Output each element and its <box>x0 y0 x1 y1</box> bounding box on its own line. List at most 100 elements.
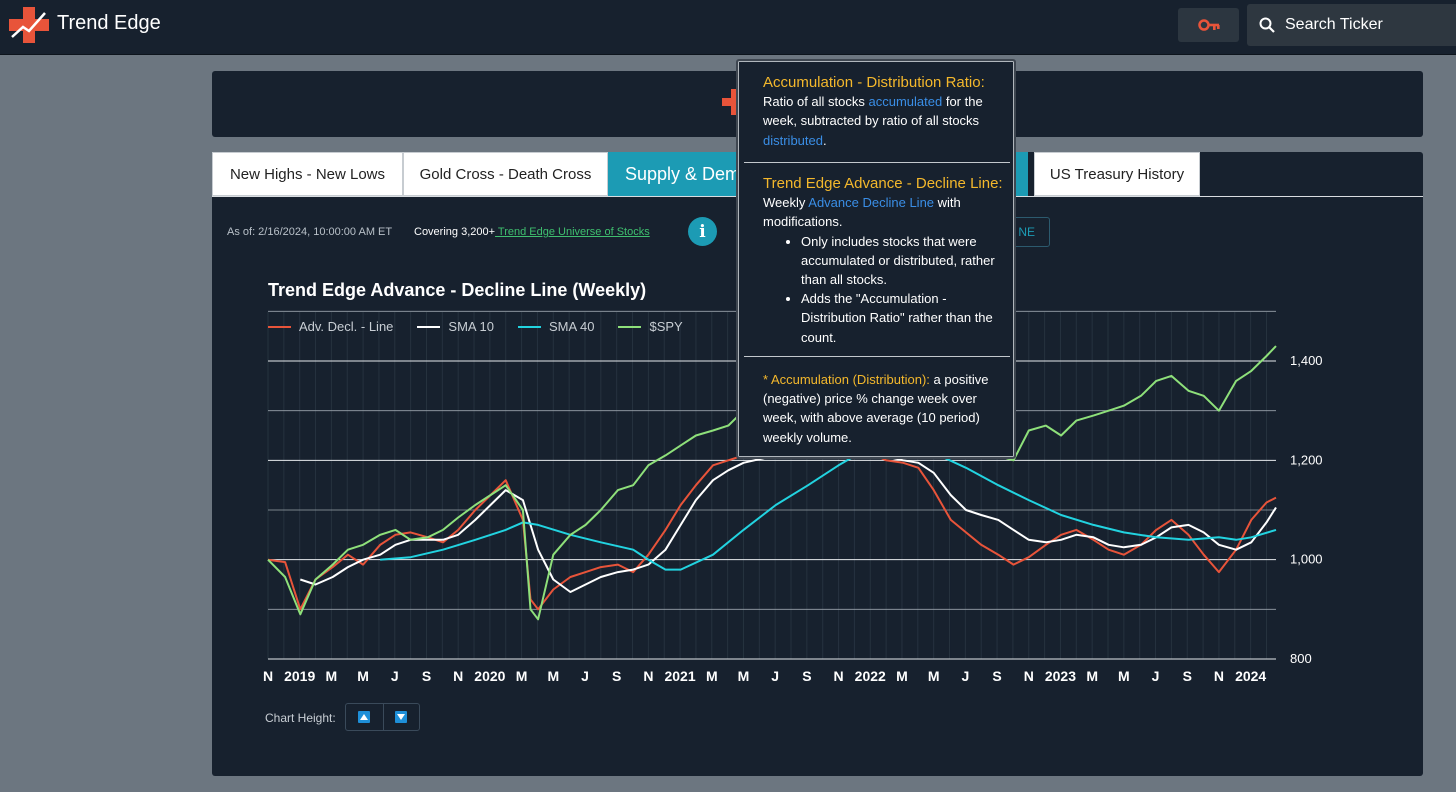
legend-swatch <box>618 325 642 328</box>
x-tick-label: M <box>896 668 908 684</box>
x-tick-label: N <box>1024 668 1034 684</box>
triangle-down-icon <box>395 711 408 723</box>
x-tick-label: J <box>961 668 969 684</box>
search-placeholder: Search Ticker <box>1285 16 1383 33</box>
sma-10-line <box>299 446 1277 593</box>
search-icon <box>1259 17 1275 33</box>
x-tick-label: M <box>547 668 559 684</box>
x-tick-label: M <box>326 668 338 684</box>
tooltip-text: . <box>822 132 827 148</box>
triangle-up-icon <box>358 711 371 723</box>
x-tick-label: M <box>706 668 718 684</box>
x-tick-label: J <box>391 668 399 684</box>
legend-item-sma-40[interactable]: SMA 40 <box>517 319 595 334</box>
x-tick-label: 2022 <box>855 668 886 684</box>
as-of-timestamp: As of: 2/16/2024, 10:00:00 AM ET <box>227 226 393 238</box>
universe-link[interactable]: Trend Edge Universe of Stocks <box>495 226 650 238</box>
x-tick-label: S <box>422 668 431 684</box>
tooltip-section-definition: * Accumulation (Distribution): a positiv… <box>744 370 1010 447</box>
x-tick-label: N <box>1214 668 1224 684</box>
chart-height-label: Chart Height: <box>265 711 336 725</box>
sma-40-line <box>380 449 1277 571</box>
tooltip-heading-ad-ratio: Accumulation - Distribution Ratio: <box>763 74 985 91</box>
x-tick-label: 2021 <box>664 668 695 684</box>
accumulated-link[interactable]: accumulated <box>868 94 943 110</box>
chart-height-decrease-button[interactable] <box>382 704 420 730</box>
tooltip-bullet: Only includes stocks that were accumulat… <box>801 232 1010 290</box>
key-icon <box>1197 19 1220 31</box>
x-tick-label: M <box>516 668 528 684</box>
distributed-link[interactable]: distributed <box>763 132 823 148</box>
tab-gold-cross-death-cross[interactable]: Gold Cross - Death Cross <box>403 152 608 196</box>
tab-us-treasury-history[interactable]: US Treasury History <box>1034 152 1200 196</box>
x-tick-label: J <box>581 668 589 684</box>
chart-height-increase-button[interactable] <box>346 704 383 730</box>
tooltip-bullet-list: Only includes stocks that were accumulat… <box>763 232 1010 347</box>
x-tick-label: M <box>738 668 750 684</box>
top-navbar: Trend Edge Search Ticker <box>0 0 1456 55</box>
tooltip-text: Weekly <box>763 195 809 211</box>
chart-title: Trend Edge Advance - Decline Line (Weekl… <box>268 280 647 300</box>
spy-line <box>267 345 1277 621</box>
tooltip-heading-ad-line: Trend Edge Advance - Decline Line: <box>763 175 1003 192</box>
x-tick-label: S <box>1183 668 1192 684</box>
legend-label: $SPY <box>649 319 683 334</box>
y-tick-label: 1,400 <box>1290 353 1323 368</box>
legend-swatch <box>268 325 291 328</box>
y-tick-label: 800 <box>1290 651 1312 666</box>
legend-item-spy[interactable]: $SPY <box>618 319 683 334</box>
x-tick-label: M <box>357 668 369 684</box>
x-tick-label: N <box>453 668 463 684</box>
x-tick-label: J <box>771 668 779 684</box>
x-tick-label: M <box>928 668 940 684</box>
tooltip-text: for the week, subtracted by ratio of all… <box>763 94 983 129</box>
x-tick-label: 2023 <box>1045 668 1076 684</box>
x-tick-label: N <box>263 668 273 684</box>
y-tick-label: 1,000 <box>1290 552 1323 567</box>
tooltip-divider <box>744 162 1010 163</box>
x-tick-label: N <box>643 668 653 684</box>
tooltip-section-ad-ratio: Accumulation - Distribution Ratio: Ratio… <box>744 73 1010 150</box>
info-icon[interactable]: i <box>688 217 717 246</box>
key-button[interactable] <box>1178 8 1239 42</box>
chart-legend: Adv. Decl. - Line SMA 10 SMA 40 $SPY <box>268 319 683 334</box>
tooltip-text: a positive (negative) price % change wee… <box>763 372 989 445</box>
x-tick-label: 2020 <box>474 668 505 684</box>
legend-label: SMA 40 <box>548 319 595 334</box>
legend-item-sma-10[interactable]: SMA 10 <box>417 319 494 334</box>
legend-label: Adv. Decl. - Line <box>299 319 394 334</box>
x-tick-label: J <box>1152 668 1160 684</box>
x-tick-label: M <box>1118 668 1130 684</box>
tooltip-bullet: Adds the "Accumulation - Distribution Ra… <box>801 289 1010 347</box>
tooltip-text: Ratio of all stocks <box>763 94 869 110</box>
search-ticker-input[interactable]: Search Ticker <box>1247 4 1456 46</box>
tooltip-divider <box>744 356 1010 357</box>
y-tick-label: 1,200 <box>1290 452 1323 467</box>
legend-swatch <box>417 325 441 328</box>
trend-edge-logo-icon[interactable] <box>9 7 49 43</box>
tooltip-text: with modifications. <box>763 195 961 230</box>
x-tick-label: 2024 <box>1235 668 1266 684</box>
x-tick-label: N <box>834 668 844 684</box>
tooltip-heading-definition: * Accumulation (Distribution): <box>763 372 930 387</box>
legend-label: SMA 10 <box>448 319 494 334</box>
tab-new-highs-new-lows[interactable]: New Highs - New Lows <box>212 152 403 196</box>
x-tick-label: 2019 <box>284 668 315 684</box>
legend-item-adv-decl[interactable]: Adv. Decl. - Line <box>268 319 393 334</box>
legend-swatch <box>517 325 541 328</box>
info-glyph: i <box>699 221 706 242</box>
info-tooltip: Accumulation - Distribution Ratio: Ratio… <box>736 59 1016 459</box>
x-tick-label: S <box>802 668 811 684</box>
chart-height-controls <box>345 703 420 731</box>
app-title[interactable]: Trend Edge <box>57 12 161 34</box>
advance-decline-line-link[interactable]: Advance Decline Line <box>808 195 935 211</box>
header-logo-icon <box>722 89 748 115</box>
x-tick-label: M <box>1086 668 1098 684</box>
coverage-text: Covering 3,200+ Trend Edge Universe of S… <box>414 226 650 238</box>
coverage-count: Covering 3,200+ <box>414 226 496 238</box>
partially-hidden-button-label: NE <box>1018 225 1035 239</box>
x-tick-label: S <box>992 668 1001 684</box>
tooltip-section-ad-line: Trend Edge Advance - Decline Line: Weekl… <box>744 174 1010 347</box>
x-tick-label: S <box>612 668 621 684</box>
